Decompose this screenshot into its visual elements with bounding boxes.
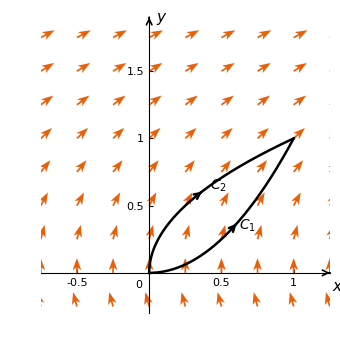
Text: 0: 0 [136, 280, 142, 290]
Text: $C_1$: $C_1$ [239, 218, 256, 234]
Text: $C_2$: $C_2$ [210, 177, 227, 194]
Text: y: y [156, 10, 165, 25]
Text: x: x [333, 279, 340, 294]
